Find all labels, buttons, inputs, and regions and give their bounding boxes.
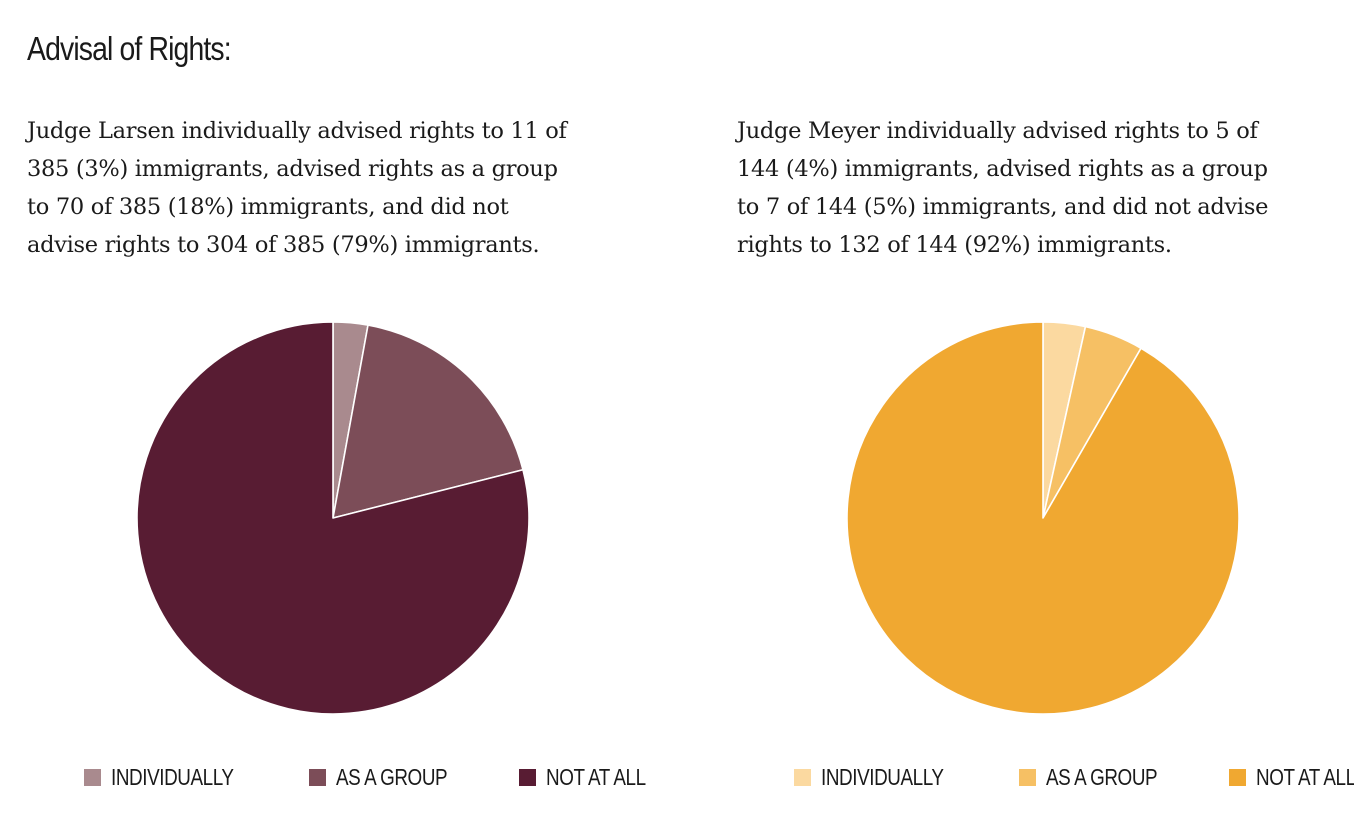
legend-swatch-as-a-group [308, 768, 326, 786]
pie-slice-not-at-all [136, 321, 530, 715]
description-line: 385 (3%) immigrants, advised rights as a… [27, 156, 558, 182]
legend-label-individually: INDIVIDUALLY [821, 763, 944, 790]
legend-label-not-at-all: NOT AT ALL [546, 763, 646, 790]
legend-item-as-a-group: AS A GROUP [308, 763, 472, 791]
legend-swatch-as-a-group [1018, 768, 1036, 786]
larsen-legend: INDIVIDUALLY AS A GROUP NOT AT ALL [84, 762, 668, 792]
description-line: Judge Larsen individually advised rights… [27, 118, 567, 144]
legend-item-as-a-group: AS A GROUP [1018, 763, 1182, 791]
description-line: rights to 132 of 144 (92%) immigrants. [737, 232, 1172, 258]
legend-item-not-at-all: NOT AT ALL [519, 764, 668, 791]
description-line: 144 (4%) immigrants, advised rights as a… [737, 156, 1268, 182]
description-line: to 7 of 144 (5%) immigrants, and did not… [737, 194, 1269, 220]
legend-item-not-at-all: NOT AT ALL [1229, 764, 1354, 791]
larsen-pie-chart [136, 321, 530, 715]
description-line: Judge Meyer individually advised rights … [737, 118, 1258, 144]
legend-label-individually: INDIVIDUALLY [111, 763, 234, 790]
legend-label-as-a-group: AS A GROUP [335, 763, 448, 790]
larsen-description: Judge Larsen individually advised rights… [27, 112, 647, 264]
legend-label-not-at-all: NOT AT ALL [1256, 763, 1354, 790]
description-line: advise rights to 304 of 385 (79%) immigr… [27, 232, 540, 258]
legend-item-individually: INDIVIDUALLY [84, 764, 261, 791]
meyer-chart-panel: Judge Meyer individually advised rights … [710, 0, 1354, 830]
page-title: Advisal of Rights: [27, 30, 232, 67]
meyer-description: Judge Meyer individually advised rights … [737, 112, 1354, 264]
description-line: to 70 of 385 (18%) immigrants, and did n… [27, 194, 509, 220]
meyer-pie-chart [846, 321, 1240, 715]
legend-swatch-not-at-all [519, 768, 537, 786]
legend-label-as-a-group: AS A GROUP [1045, 763, 1158, 790]
legend-swatch-not-at-all [1229, 768, 1247, 786]
legend-swatch-individually [794, 768, 811, 786]
pie-slice-not-at-all [846, 321, 1240, 715]
pie-slice-as-a-group [332, 324, 524, 519]
legend-swatch-individually [84, 768, 101, 786]
larsen-chart-panel: Judge Larsen individually advised rights… [0, 0, 646, 830]
legend-item-individually: INDIVIDUALLY [794, 764, 971, 791]
meyer-legend: INDIVIDUALLY AS A GROUP NOT AT ALL [794, 762, 1354, 792]
